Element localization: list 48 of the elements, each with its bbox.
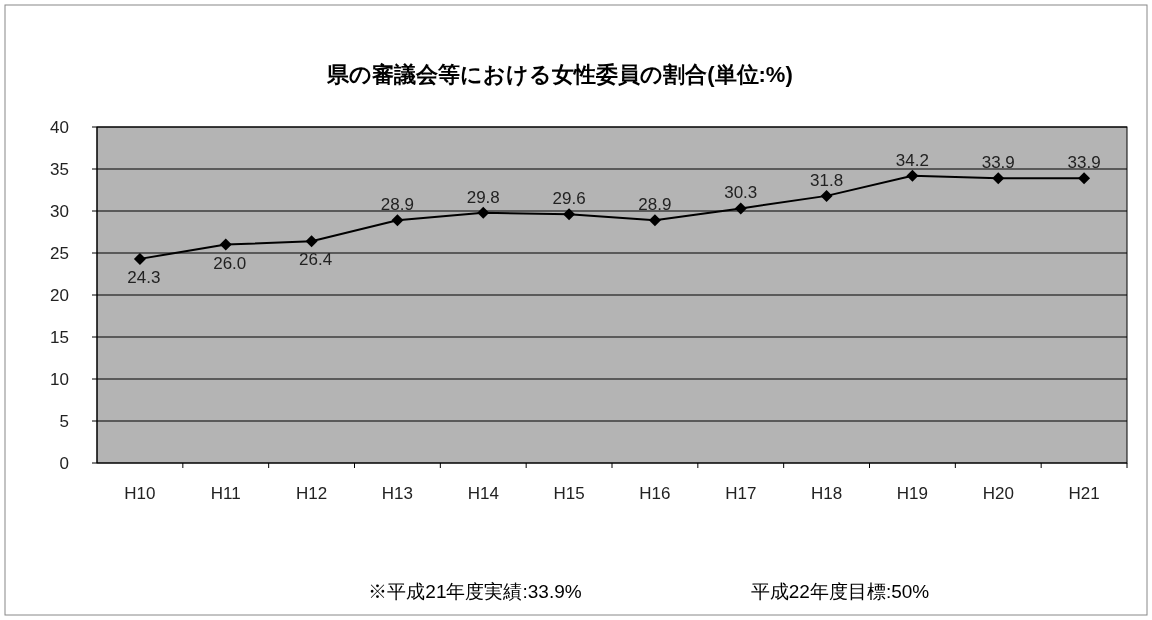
x-tick-label: H11: [210, 484, 241, 503]
y-tick-label: 30: [50, 202, 69, 221]
point: [906, 169, 919, 182]
y-tick-label: 35: [50, 160, 69, 179]
point: [477, 206, 490, 219]
data-label: 30.3: [724, 183, 758, 203]
y-tick-label: 25: [50, 244, 69, 263]
x-tick-label: H14: [467, 484, 499, 503]
y-tick-label: 10: [50, 370, 69, 389]
data-label: 31.8: [810, 170, 844, 190]
x-tick-label: H12: [295, 484, 328, 503]
point: [133, 252, 146, 265]
x-tick-label: H21: [1068, 484, 1100, 503]
x-tick-label: H20: [982, 484, 1014, 503]
data-label: 29.8: [466, 187, 500, 207]
data-label: 24.3: [127, 267, 161, 287]
y-tick-label: 15: [50, 328, 69, 347]
point: [391, 214, 404, 227]
x-tick-label: H17: [725, 484, 757, 503]
x-tick-label: H10: [124, 484, 156, 503]
x-tick-label: H16: [639, 484, 671, 503]
y-tick-label: 5: [59, 412, 69, 431]
x-tick-label: H18: [810, 484, 843, 503]
data-label: 33.9: [981, 153, 1015, 173]
x-tick-label: H19: [896, 484, 929, 503]
point: [992, 172, 1005, 185]
y-tick-label: 0: [59, 454, 69, 473]
data-label: 28.9: [380, 195, 414, 215]
point: [563, 208, 576, 221]
point: [1078, 172, 1091, 185]
chart-title: 県の審議会等における女性委員の割合(単位:%): [326, 62, 793, 87]
x-tick-label: H15: [553, 484, 585, 503]
point: [734, 202, 747, 215]
point: [305, 235, 318, 248]
data-label: 34.2: [895, 150, 929, 170]
text: ※平成21年度実績:33.9%: [368, 581, 582, 602]
text: 平成22年度目標:50%: [750, 581, 930, 602]
point: [219, 238, 232, 251]
data-label: 33.9: [1067, 153, 1101, 173]
data-label: 28.9: [638, 195, 672, 215]
data-label: 26.0: [213, 253, 247, 273]
y-tick-label: 20: [50, 286, 69, 305]
data-label: 29.6: [552, 189, 586, 209]
data-label: 26.4: [299, 250, 333, 270]
point: [820, 189, 833, 202]
y-tick-label: 40: [50, 118, 69, 137]
x-tick-label: H13: [381, 484, 414, 503]
point: [648, 214, 661, 227]
